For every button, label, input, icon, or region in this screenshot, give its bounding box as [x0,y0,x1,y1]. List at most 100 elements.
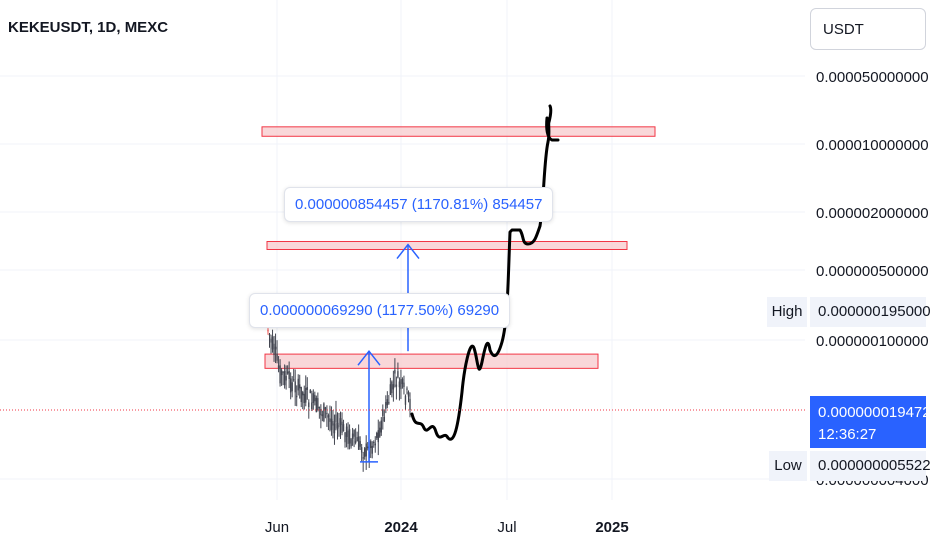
candle-body [353,430,355,437]
candle-body [336,422,339,429]
candle-body [315,397,318,413]
candle-body [292,379,295,381]
candle-body [362,457,364,459]
candle-body [309,390,311,394]
candle-body [347,430,349,444]
candle-body [342,424,345,432]
candle-body [389,384,392,395]
candle-body [374,443,376,446]
candle-body [398,381,401,388]
candle-body [392,384,395,390]
candle-body [314,394,316,402]
candle-body [267,329,269,332]
candle-body [351,433,354,439]
candle-body [394,369,396,374]
candle-body [274,346,277,350]
candle-body [341,421,343,433]
candle-body [302,392,304,396]
y-tick-label: 0.000010000000 [816,137,929,154]
candle-body [285,376,287,381]
projection-line[interactable] [410,104,560,441]
x-tick-label: Jun [265,519,289,536]
candle-body [335,414,337,423]
candle-body [363,448,366,457]
candle-body [303,393,305,403]
measurements[interactable] [357,243,420,463]
candle-body [357,436,360,450]
candle-body [321,414,324,417]
candle-body [386,399,389,406]
candle-body [277,365,280,369]
candle-body [308,402,310,408]
candle-body [376,432,378,438]
x-axis[interactable]: Jun 2024 Jul 2025 [265,519,629,536]
candle-body [282,372,284,374]
measure-label-2[interactable]: 0.000000854457 (1170.81%) 854457 [284,187,554,222]
candle-body [404,395,407,405]
candle-body [333,423,336,434]
zone-target-1[interactable] [266,241,628,250]
zone-support[interactable] [264,353,599,369]
candle-body [354,440,357,443]
candle-body [306,387,308,390]
candle-body [276,353,278,361]
candle-body [283,371,286,386]
x-tick-label: 2025 [595,519,628,536]
candle-body [377,430,379,443]
high-tag-label: High [767,297,807,327]
candle-body [329,418,331,422]
candle-body [382,409,384,416]
candle-body [385,402,387,409]
candle-body [345,426,348,437]
candle-body [406,388,408,390]
candle-body [344,432,346,443]
candle-body [379,427,381,437]
candle-body [280,370,283,376]
measure-label-1[interactable]: 0.000000069290 (1177.50%) 69290 [249,293,511,328]
candle-body [391,381,393,394]
candle-body [356,437,358,442]
y-tick-label: 0.000002000000 [816,205,929,222]
candle-body [367,446,369,449]
candle-body [400,379,402,390]
candle-body [326,412,328,415]
last-price-tag: 0.000000019472 12:36:27 [810,396,931,448]
candle-body [312,393,315,403]
candle-body [365,443,367,457]
candle-body [294,381,296,393]
candle-body [383,416,386,422]
last-price-countdown: 12:36:27 [818,426,877,443]
candle-body [296,395,298,398]
zones[interactable] [261,126,656,369]
high-tag-value: 0.000000195000 [810,297,931,327]
candle-body [286,371,289,374]
projection-path[interactable] [410,104,560,441]
candle-body [360,447,363,453]
candle-body [305,387,307,403]
y-tick-label: 0.000050000000 [816,69,929,86]
candle-body [318,406,321,409]
candle-body [297,378,299,391]
y-tick-label: 0.000000100000 [816,333,929,350]
zone-target-2[interactable] [261,126,656,137]
x-tick-label: 2024 [384,519,418,536]
currency-button[interactable]: USDT [810,8,926,50]
candle-body [271,336,274,350]
candle-body [397,371,399,378]
y-tick-label: 0.000000500000 [816,263,929,280]
candle-body [289,378,292,393]
candle-body [348,429,351,444]
candle-body [373,442,375,444]
candle-body [299,384,301,389]
candle-body [388,401,390,404]
measure-arrow-head[interactable] [396,243,420,260]
candle-body [327,415,330,418]
chart-title: KEKEUSDT, 1D, MEXC [8,19,169,36]
candle-body [395,384,398,387]
measure-arrow-head[interactable] [357,349,381,366]
y-axis[interactable]: 0.000050000000 0.000010000000 0.0000020000… [816,69,929,489]
candle-body [273,343,275,356]
candle-body [359,441,361,447]
